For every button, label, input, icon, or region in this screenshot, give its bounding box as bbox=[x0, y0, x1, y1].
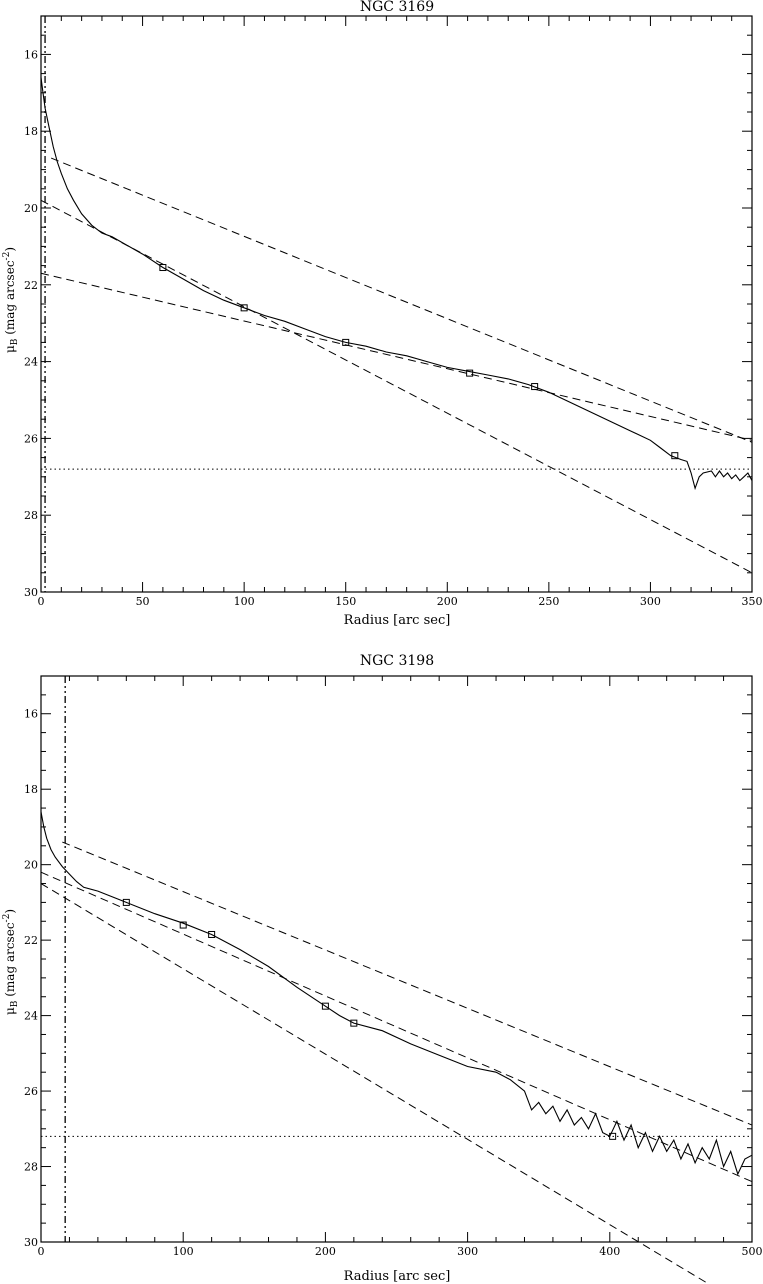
y-label-sup: -2 bbox=[2, 914, 12, 923]
x-tick-label: 100 bbox=[234, 595, 255, 608]
x-tick-label: 350 bbox=[742, 595, 763, 608]
x-tick-label: 0 bbox=[38, 1245, 45, 1258]
y-label-end: ) bbox=[3, 247, 17, 252]
fit-line bbox=[40, 871, 753, 1183]
x-tick-label: 150 bbox=[335, 595, 356, 608]
y-tick-label: 16 bbox=[24, 48, 38, 61]
fit-line bbox=[50, 157, 753, 443]
y-label-sup: -2 bbox=[2, 252, 12, 261]
y-label-end: ) bbox=[3, 909, 17, 914]
break-marker bbox=[240, 304, 248, 312]
break-marker bbox=[531, 383, 539, 391]
y-tick-label: 22 bbox=[24, 279, 38, 292]
x-axis-label: Radius [arc sec] bbox=[344, 1269, 451, 1284]
break-marker bbox=[466, 369, 474, 377]
x-tick-label: 200 bbox=[315, 1245, 336, 1258]
plot-frame bbox=[40, 675, 753, 1243]
break-marker bbox=[159, 264, 167, 272]
y-label-sub: B bbox=[10, 1000, 20, 1007]
x-tick-label: 500 bbox=[742, 1245, 763, 1258]
break-marker bbox=[122, 898, 130, 906]
y-tick-label: 18 bbox=[24, 125, 38, 138]
y-label-mu: μ bbox=[3, 345, 17, 353]
y-tick-label: 28 bbox=[24, 1161, 38, 1174]
surface-brightness-profile bbox=[40, 77, 753, 491]
surface-brightness-profile bbox=[40, 811, 753, 1176]
y-label-mu: μ bbox=[3, 1007, 17, 1015]
fit-line bbox=[40, 272, 753, 441]
fit-line bbox=[40, 883, 710, 1284]
break-marker bbox=[342, 338, 350, 346]
break-marker bbox=[179, 921, 187, 929]
x-tick-label: 100 bbox=[173, 1245, 194, 1258]
x-tick-label: 300 bbox=[457, 1245, 478, 1258]
y-tick-label: 26 bbox=[24, 432, 38, 445]
fit-line bbox=[40, 199, 753, 574]
break-marker bbox=[609, 1132, 617, 1140]
break-marker bbox=[671, 452, 679, 460]
fit-line bbox=[62, 841, 753, 1126]
x-tick-label: 50 bbox=[136, 595, 150, 608]
x-tick-label: 200 bbox=[437, 595, 458, 608]
break-marker bbox=[350, 1019, 358, 1027]
y-axis-label: μB (mag arcsec-2) bbox=[2, 247, 20, 353]
y-tick-label: 24 bbox=[24, 356, 38, 369]
y-tick-label: 30 bbox=[24, 586, 38, 599]
y-label-sub: B bbox=[10, 338, 20, 345]
plot-area: 0 100 200 300 400 500 16 18 20 22 24 26 28 30 bbox=[24, 675, 763, 1284]
y-tick-label: 28 bbox=[24, 509, 38, 522]
break-marker bbox=[321, 1002, 329, 1010]
y-tick-label: 24 bbox=[24, 1010, 38, 1023]
y-tick-label: 20 bbox=[24, 859, 38, 872]
plot-frame bbox=[40, 15, 753, 593]
x-tick-label: 400 bbox=[599, 1245, 620, 1258]
break-marker bbox=[208, 930, 216, 938]
y-tick-label: 22 bbox=[24, 934, 38, 947]
panel-title: NGC 3169 bbox=[360, 0, 434, 15]
y-tick-label: 26 bbox=[24, 1085, 38, 1098]
panel-title: NGC 3198 bbox=[360, 653, 434, 669]
y-tick-label: 20 bbox=[24, 202, 38, 215]
y-axis-label: μB (mag arcsec-2) bbox=[2, 909, 20, 1015]
x-axis-label: Radius [arc sec] bbox=[344, 613, 451, 628]
y-label-rest: (mag arcsec bbox=[3, 922, 17, 1000]
y-tick-label: 16 bbox=[24, 708, 38, 721]
y-tick-label: 18 bbox=[24, 783, 38, 796]
panel-ngc3198: NGC 3198 Radius [arc sec] μB (mag arcsec… bbox=[2, 653, 763, 1284]
y-label-rest: (mag arcsec bbox=[3, 260, 17, 338]
panel-ngc3169: NGC 3169 Radius [arc sec] μB (mag arcsec… bbox=[2, 0, 763, 628]
plot-area: 0 50 100 150 200 250 300 350 16 18 20 22 24 26 28 30 bbox=[24, 15, 763, 608]
y-tick-label: 30 bbox=[24, 1236, 38, 1249]
x-tick-label: 0 bbox=[38, 595, 45, 608]
x-tick-label: 300 bbox=[640, 595, 661, 608]
x-tick-label: 250 bbox=[538, 595, 559, 608]
